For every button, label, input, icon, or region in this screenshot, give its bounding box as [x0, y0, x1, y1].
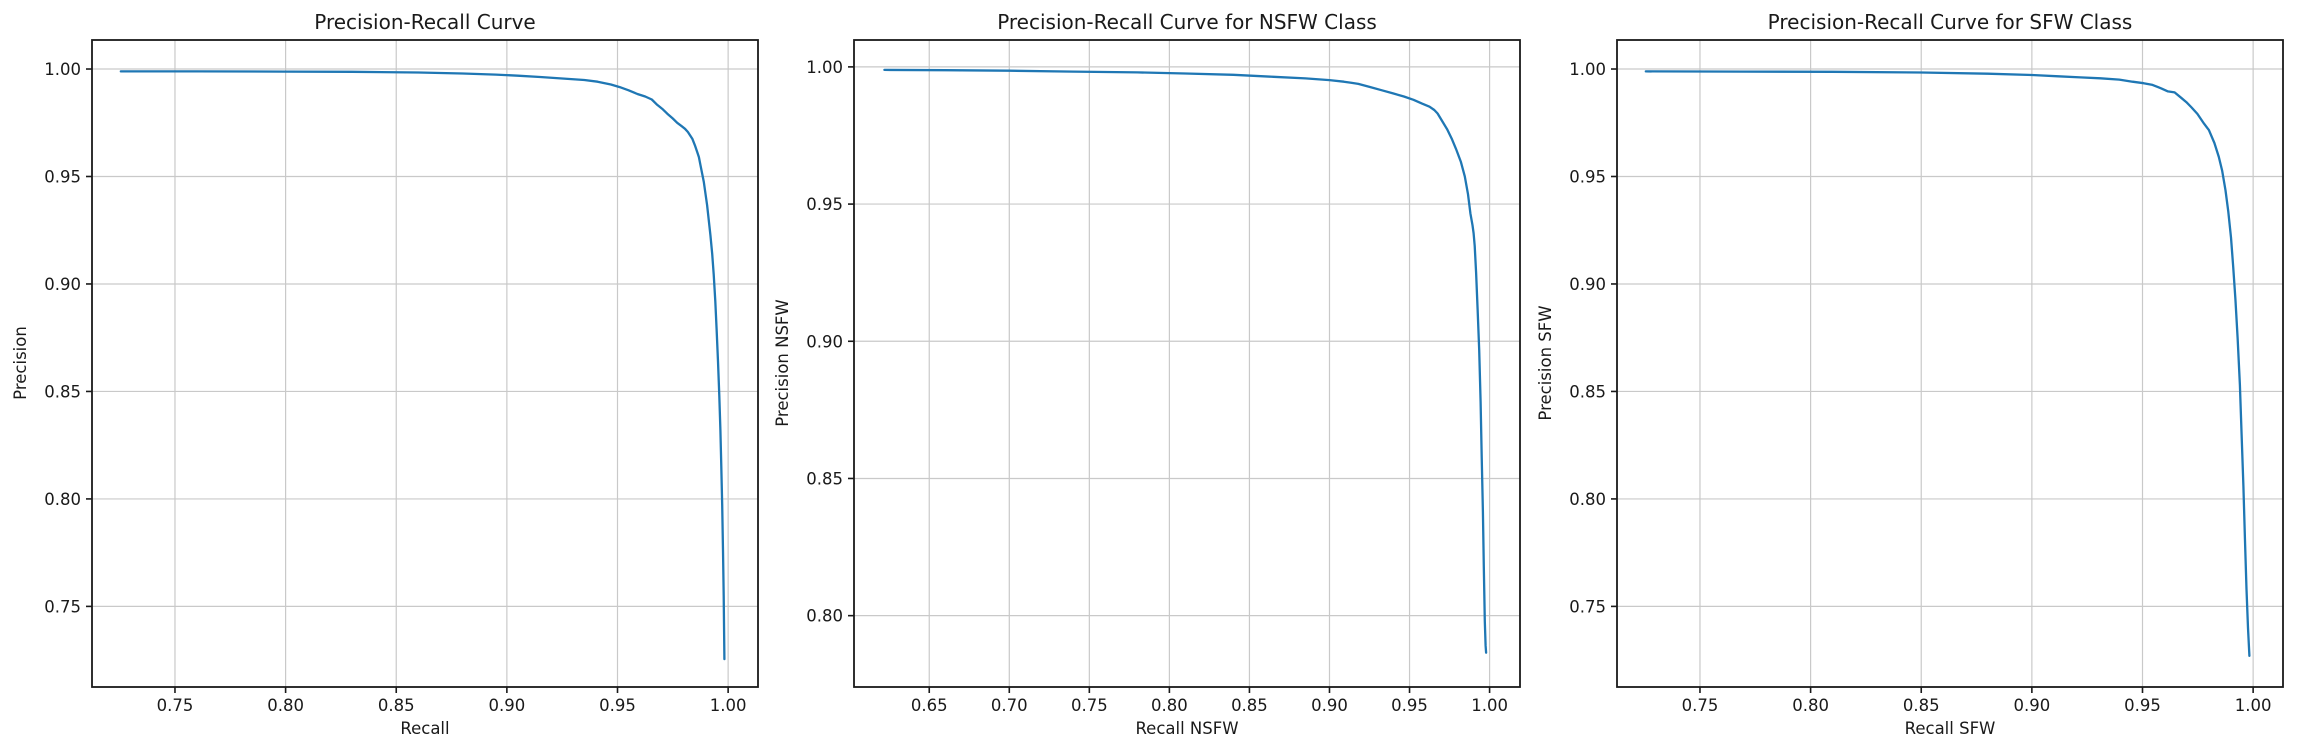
- y-tick-label: 0.80: [806, 607, 843, 626]
- x-tick-label: 0.65: [911, 696, 948, 715]
- x-tick-label: 0.70: [991, 696, 1028, 715]
- x-tick-label: 0.85: [378, 696, 415, 715]
- y-tick-label: 0.80: [1569, 490, 1606, 509]
- grid-lines: [854, 40, 1520, 687]
- y-tick-label: 0.95: [44, 167, 81, 186]
- x-tick-label: 0.90: [1311, 696, 1348, 715]
- axes-spine: [1616, 39, 2284, 688]
- x-tick-label: 1.00: [2235, 696, 2272, 715]
- y-tick-label: 0.85: [1569, 382, 1606, 401]
- axis-ticks: 0.75 0.80 0.85 0.90 0.95 1.00 0.75 0.80 0.85 0.90…: [44, 60, 746, 715]
- y-tick-label: 0.90: [44, 275, 81, 294]
- x-axis-label: Recall SFW: [1904, 719, 1996, 738]
- x-tick-label: 0.80: [267, 696, 304, 715]
- y-tick-label: 1.00: [806, 58, 843, 77]
- y-axis-label: Precision NSFW: [773, 299, 792, 427]
- y-tick-label: 0.75: [1569, 597, 1606, 616]
- x-axis-label: Recall: [400, 719, 450, 738]
- x-tick-label: 0.75: [157, 696, 194, 715]
- x-tick-label: 0.95: [2124, 696, 2161, 715]
- axis-ticks: 0.75 0.80 0.85 0.90 0.95 1.00 0.75 0.80 0.85 0.90…: [1569, 60, 2271, 715]
- x-tick-label: 0.75: [1682, 696, 1719, 715]
- x-tick-label: 0.90: [2013, 696, 2050, 715]
- y-axis-label: Precision SFW: [1536, 305, 1555, 421]
- y-tick-label: 0.95: [806, 195, 843, 214]
- y-tick-label: 0.95: [1569, 167, 1606, 186]
- x-tick-label: 0.80: [1151, 696, 1188, 715]
- axes-spine: [853, 39, 1521, 688]
- sfw-pr-plot-area: 0.75 0.80 0.85 0.90 0.95 1.00 0.75 0.80 0.85 0.90…: [1569, 39, 2284, 715]
- x-tick-label: 0.95: [599, 696, 636, 715]
- x-tick-label: 0.90: [488, 696, 525, 715]
- x-tick-label: 1.00: [1471, 696, 1508, 715]
- axis-ticks: 0.65 0.70 0.75 0.80 0.85 0.90 0.95 1.00 0.80 0.85…: [806, 58, 1508, 715]
- y-tick-label: 0.85: [44, 382, 81, 401]
- y-tick-label: 0.85: [806, 469, 843, 488]
- y-tick-label: 0.90: [806, 332, 843, 351]
- x-axis-label: Recall NSFW: [1135, 719, 1239, 738]
- axes-spine: [91, 39, 759, 688]
- precision-recall-curve-line: [119, 70, 726, 661]
- y-tick-label: 1.00: [1569, 60, 1606, 79]
- grid-lines: [92, 40, 758, 687]
- chart-title: Precision-Recall Curve: [314, 10, 536, 34]
- x-tick-label: 0.85: [1903, 696, 1940, 715]
- panel-nsfw-pr-curve: 0.65 0.70 0.75 0.80 0.85 0.90 0.95 1.00 0.80 0.85…: [762, 0, 1528, 751]
- precision-recall-sfw-curve-line: [1644, 70, 2251, 657]
- precision-recall-nsfw-curve-line: [883, 68, 1488, 654]
- x-tick-label: 0.75: [1071, 696, 1108, 715]
- y-tick-label: 0.80: [44, 490, 81, 509]
- y-axis-label: Precision: [11, 326, 30, 400]
- x-tick-label: 0.85: [1231, 696, 1268, 715]
- y-tick-label: 0.75: [44, 597, 81, 616]
- x-tick-label: 1.00: [710, 696, 747, 715]
- chart-title: Precision-Recall Curve for NSFW Class: [997, 10, 1377, 34]
- grid-lines: [1617, 40, 2283, 687]
- y-tick-label: 0.90: [1569, 275, 1606, 294]
- overall-pr-plot-area: 0.75 0.80 0.85 0.90 0.95 1.00 0.75 0.80 0.85 0.90…: [44, 39, 759, 715]
- y-tick-label: 1.00: [44, 60, 81, 79]
- x-tick-label: 0.80: [1792, 696, 1829, 715]
- chart-title: Precision-Recall Curve for SFW Class: [1767, 10, 2133, 34]
- panel-overall-pr-curve: 0.75 0.80 0.85 0.90 0.95 1.00 0.75 0.80 0.85 0.90…: [0, 0, 766, 751]
- x-tick-label: 0.95: [1391, 696, 1428, 715]
- nsfw-pr-plot-area: 0.65 0.70 0.75 0.80 0.85 0.90 0.95 1.00 0.80 0.85…: [806, 39, 1521, 715]
- panel-sfw-pr-curve: 0.75 0.80 0.85 0.90 0.95 1.00 0.75 0.80 0.85 0.90…: [1525, 0, 2299, 751]
